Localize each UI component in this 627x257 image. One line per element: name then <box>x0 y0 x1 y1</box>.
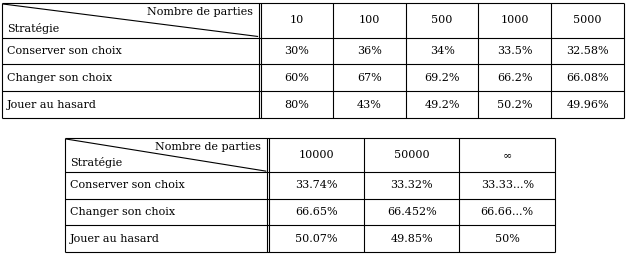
Text: Nombre de parties: Nombre de parties <box>155 142 261 152</box>
Text: 1000: 1000 <box>500 15 529 25</box>
Text: 10000: 10000 <box>298 150 334 160</box>
Text: 67%: 67% <box>357 73 382 83</box>
Text: 66.2%: 66.2% <box>497 73 532 83</box>
Text: 49.85%: 49.85% <box>391 234 433 244</box>
Text: Changer son choix: Changer son choix <box>70 207 175 217</box>
Text: 34%: 34% <box>429 46 455 56</box>
Text: Changer son choix: Changer son choix <box>7 73 112 83</box>
Text: Conserver son choix: Conserver son choix <box>7 46 122 56</box>
Text: 66.08%: 66.08% <box>566 73 609 83</box>
Text: 49.2%: 49.2% <box>424 99 460 109</box>
Text: 30%: 30% <box>284 46 309 56</box>
Text: Jouer au hasard: Jouer au hasard <box>7 99 97 109</box>
Text: 50000: 50000 <box>394 150 429 160</box>
Text: 80%: 80% <box>284 99 309 109</box>
Text: ∞: ∞ <box>503 150 512 160</box>
Text: Stratégie: Stratégie <box>70 157 122 168</box>
Text: 43%: 43% <box>357 99 382 109</box>
Text: Conserver son choix: Conserver son choix <box>70 180 185 190</box>
Text: 50.07%: 50.07% <box>295 234 337 244</box>
Text: 5000: 5000 <box>573 15 602 25</box>
Text: 66.66...%: 66.66...% <box>481 207 534 217</box>
Text: 10: 10 <box>290 15 303 25</box>
Text: 33.33...%: 33.33...% <box>481 180 534 190</box>
Text: Jouer au hasard: Jouer au hasard <box>70 234 160 244</box>
Text: Nombre de parties: Nombre de parties <box>147 7 253 17</box>
Text: 32.58%: 32.58% <box>566 46 609 56</box>
Text: 33.32%: 33.32% <box>391 180 433 190</box>
Text: 60%: 60% <box>284 73 309 83</box>
Text: 69.2%: 69.2% <box>424 73 460 83</box>
Text: 66.65%: 66.65% <box>295 207 337 217</box>
Text: 50%: 50% <box>495 234 520 244</box>
Text: 33.5%: 33.5% <box>497 46 532 56</box>
Text: 100: 100 <box>359 15 380 25</box>
Text: 66.452%: 66.452% <box>387 207 436 217</box>
Text: 33.74%: 33.74% <box>295 180 337 190</box>
Text: 49.96%: 49.96% <box>566 99 609 109</box>
Text: 500: 500 <box>431 15 453 25</box>
Text: Stratégie: Stratégie <box>7 23 59 33</box>
Text: 36%: 36% <box>357 46 382 56</box>
Text: 50.2%: 50.2% <box>497 99 532 109</box>
